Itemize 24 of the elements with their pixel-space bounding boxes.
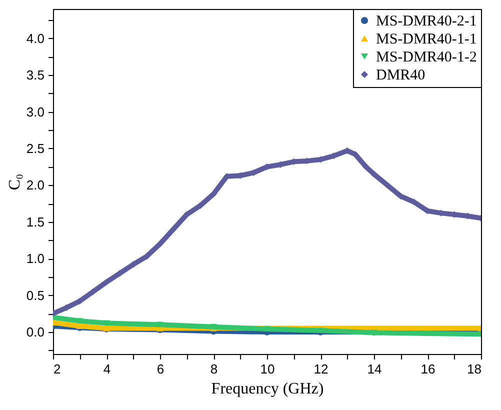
- x-tick-label: 18: [467, 362, 482, 376]
- y-tick-label: 0.5: [26, 288, 44, 303]
- y-tick-label: 3.0: [26, 104, 44, 120]
- x-tick-label: 10: [260, 362, 275, 376]
- y-tick-label: 3.5: [26, 68, 44, 83]
- x-tick-label: 14: [367, 362, 382, 376]
- y-tick-label: 2.0: [26, 178, 44, 193]
- x-tick-label: 8: [210, 362, 218, 376]
- y-tick-label: 0.0: [26, 324, 44, 340]
- y-tick-label: 1.0: [26, 251, 44, 266]
- y-axis-title: C₀: [6, 174, 24, 190]
- y-tick-label: 1.5: [26, 214, 44, 230]
- y-tick-label: 2.5: [26, 140, 44, 156]
- y-tick-label: 4.0: [26, 30, 44, 46]
- legend-label: MS-DMR40-2-1: [376, 14, 477, 30]
- legend-label: MS-DMR40-1-2: [376, 50, 477, 66]
- x-axis-title: Frequency (GHz): [211, 380, 324, 398]
- x-tick-label: 6: [156, 362, 164, 376]
- legend-label: DMR40: [376, 68, 426, 84]
- legend-label: MS-DMR40-1-1: [376, 32, 477, 48]
- x-tick-label: 12: [314, 362, 328, 376]
- x-tick-label: 4: [103, 362, 111, 376]
- x-tick-label: 2: [54, 362, 61, 376]
- x-tick-label: 16: [420, 362, 436, 376]
